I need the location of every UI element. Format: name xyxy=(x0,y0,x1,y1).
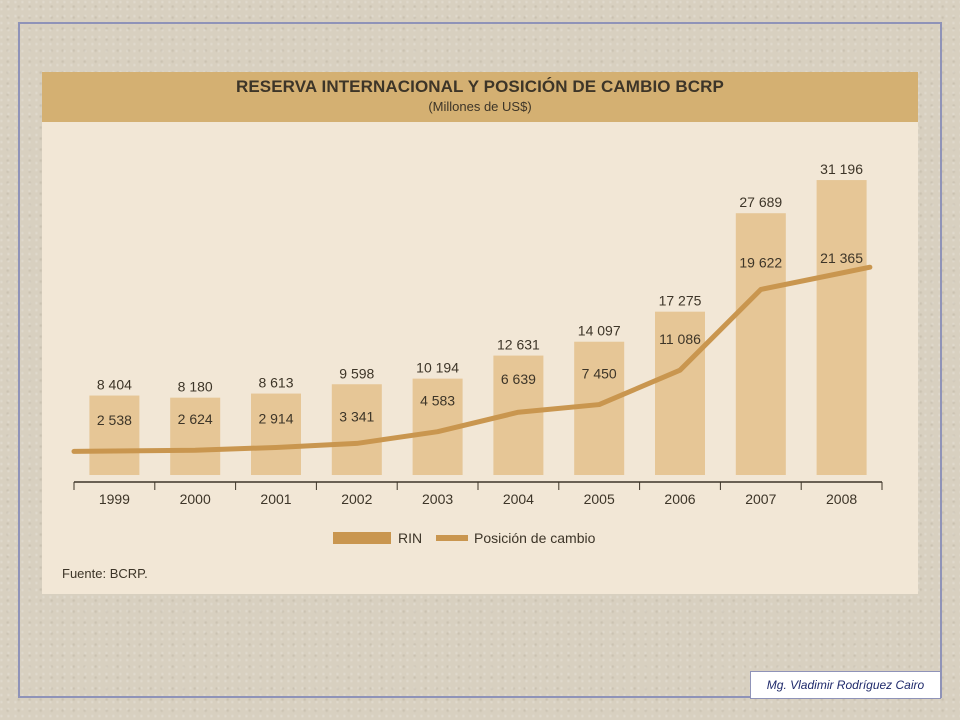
bar-label-rin-2005: 14 097 xyxy=(578,323,621,339)
bar-rin-2002 xyxy=(331,384,382,475)
author-credit: Mg. Vladimir Rodríguez Cairo xyxy=(750,671,941,699)
chart-panel: RESERVA INTERNACIONAL Y POSICIÓN DE CAMB… xyxy=(42,72,918,594)
line-label-posicion-2002: 3 341 xyxy=(339,408,374,424)
x-tick-label-2001: 2001 xyxy=(260,491,291,507)
chart-subtitle: (Millones de US$) xyxy=(428,99,532,114)
x-tick-label-2007: 2007 xyxy=(745,491,776,507)
x-tick-label-2008: 2008 xyxy=(826,491,857,507)
legend-swatch-rin xyxy=(333,532,391,544)
x-tick-label-2004: 2004 xyxy=(503,491,534,507)
bar-label-rin-2007: 27 689 xyxy=(739,194,782,210)
x-axis: 1999 2000 2001 2002 2003 2004 2005 2006 2007 2008 xyxy=(73,481,883,507)
bar-label-rin-1999: 8 404 xyxy=(97,377,132,393)
bar-rin-1999 xyxy=(89,395,140,475)
bars-layer xyxy=(89,180,867,476)
line-label-posicion-2004: 6 639 xyxy=(501,371,536,387)
x-tick-label-2000: 2000 xyxy=(180,491,211,507)
line-label-posicion-2001: 2 914 xyxy=(258,410,293,426)
line-label-posicion-2003: 4 583 xyxy=(420,393,455,409)
bar-rin-2006 xyxy=(655,311,705,475)
line-label-posicion-2006: 11 086 xyxy=(659,331,701,347)
x-tick-label-2005: 2005 xyxy=(584,491,615,507)
chart-plot: 8 404 8 180 8 613 9 598 10 194 12 631 14 097 17… xyxy=(71,161,883,546)
bar-label-rin-2000: 8 180 xyxy=(178,379,213,395)
legend-label-rin: RIN xyxy=(398,530,422,546)
x-tick-label-2002: 2002 xyxy=(341,491,372,507)
source-note: Fuente: BCRP. xyxy=(62,566,148,581)
line-label-posicion-2005: 7 450 xyxy=(582,366,617,382)
line-label-posicion-1999: 2 538 xyxy=(97,412,132,428)
bar-label-rin-2006: 17 275 xyxy=(659,293,702,309)
bar-label-rin-2001: 8 613 xyxy=(258,375,293,391)
bar-rin-2007 xyxy=(735,213,786,476)
line-label-posicion-2007: 19 622 xyxy=(739,254,782,270)
line-posicion-de-cambio xyxy=(71,264,873,454)
labels-layer: 8 404 8 180 8 613 9 598 10 194 12 631 14 097 17… xyxy=(97,161,863,428)
bar-rin-2001 xyxy=(251,393,301,475)
line-label-posicion-2000: 2 624 xyxy=(178,411,213,427)
x-tick-label-2006: 2006 xyxy=(664,491,695,507)
bar-label-rin-2002: 9 598 xyxy=(339,365,374,381)
legend: RIN Posición de cambio xyxy=(333,530,596,546)
chart-title: RESERVA INTERNACIONAL Y POSICIÓN DE CAMB… xyxy=(235,77,724,96)
line-layer xyxy=(71,264,873,454)
bar-rin-2008 xyxy=(816,180,867,475)
bar-rin-2000 xyxy=(170,397,221,475)
bar-label-rin-2003: 10 194 xyxy=(416,360,459,376)
legend-label-posicion: Posición de cambio xyxy=(474,530,596,546)
x-tick-label-2003: 2003 xyxy=(422,491,453,507)
x-tick-label-1999: 1999 xyxy=(99,491,130,507)
title-band: RESERVA INTERNACIONAL Y POSICIÓN DE CAMB… xyxy=(42,72,918,122)
author-name: Mg. Vladimir Rodríguez Cairo xyxy=(766,678,925,692)
bar-label-rin-2004: 12 631 xyxy=(497,337,540,353)
line-label-posicion-2008: 21 365 xyxy=(820,250,863,266)
slide-frame xyxy=(18,22,942,698)
bar-label-rin-2008: 31 196 xyxy=(820,161,863,177)
